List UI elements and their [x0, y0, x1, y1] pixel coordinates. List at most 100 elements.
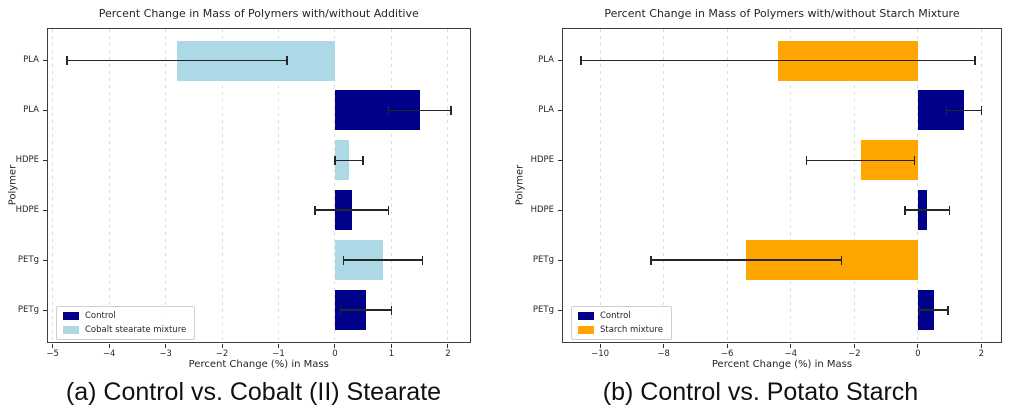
x-tick-label: −10 — [591, 349, 610, 359]
legend-entry: Control — [578, 311, 663, 321]
y-tick-label: PETg — [532, 254, 554, 265]
legend-entry: Starch mixture — [578, 325, 663, 335]
error-bar-line — [581, 59, 975, 62]
x-tick-mark — [278, 344, 279, 348]
y-tick-mark — [558, 109, 562, 111]
x-tick-label: −3 — [159, 349, 172, 359]
x-tick-label: −4 — [102, 349, 116, 359]
x-tick-mark — [221, 344, 223, 348]
x-tick-label: 0 — [332, 349, 338, 359]
y-tick-label: PLA — [538, 104, 554, 115]
y-tick-label: PLA — [538, 55, 554, 65]
legend-swatch — [63, 312, 79, 320]
error-bar-line — [806, 159, 915, 162]
gridline — [221, 28, 223, 342]
caption-a: (a) Control vs. Cobalt (II) Stearate — [65, 378, 442, 406]
y-tick-label: PETg — [532, 304, 554, 315]
y-tick-mark — [43, 159, 47, 161]
error-bar-cap — [387, 105, 390, 115]
error-bar-cap — [314, 205, 316, 215]
legend-swatch — [578, 312, 594, 320]
x-tick-label: −1 — [272, 349, 285, 359]
y-tick-mark — [558, 60, 562, 61]
x-tick-mark — [447, 344, 449, 348]
error-bar-line — [919, 309, 948, 311]
plot-area — [562, 27, 1002, 343]
error-bar-cap — [650, 255, 652, 265]
legend-entry: Control — [63, 311, 186, 321]
error-bar-line — [388, 109, 451, 112]
error-bar-cap — [286, 56, 288, 65]
gridline — [278, 28, 279, 342]
error-bar-cap — [947, 305, 949, 315]
gridline — [334, 28, 336, 342]
gridline — [853, 28, 855, 342]
x-tick-label: 2 — [445, 349, 451, 359]
y-tick-label: PLA — [23, 55, 39, 65]
y-tick-mark — [43, 259, 47, 261]
gridline — [390, 28, 392, 342]
legend-label: Starch mixture — [600, 325, 663, 335]
x-tick-label: −5 — [46, 349, 59, 359]
error-bar-line — [650, 259, 842, 261]
chart-potato-starch: Percent Change in Mass of Polymers with/… — [507, 0, 1014, 378]
error-bar-cap — [840, 255, 843, 265]
error-bar-line — [946, 109, 982, 112]
y-tick-label: HDPE — [530, 154, 554, 165]
y-tick-label: HDPE — [15, 204, 39, 215]
error-bar-cap — [449, 105, 452, 115]
gridline — [726, 28, 728, 342]
gridline — [165, 28, 167, 342]
error-bar-cap — [913, 155, 916, 165]
error-bar-line — [343, 259, 423, 261]
error-bar-cap — [339, 305, 342, 315]
legend: Control Starch mixture — [571, 306, 672, 340]
figure-panel-a: Percent Change in Mass of Polymers with/… — [0, 0, 507, 406]
y-tick-mark — [558, 159, 562, 161]
y-tick-mark — [43, 309, 47, 311]
gridline — [917, 28, 919, 342]
y-tick-mark — [43, 209, 47, 211]
figure-panel-b: Percent Change in Mass of Polymers with/… — [507, 0, 1014, 416]
legend-label: Control — [85, 311, 116, 321]
x-tick-label: −4 — [784, 349, 797, 359]
plot-area — [47, 27, 471, 343]
y-tick-mark — [43, 109, 47, 111]
gridline — [447, 28, 449, 342]
x-tick-label: −2 — [848, 349, 861, 359]
y-tick-mark — [558, 209, 562, 211]
caption-b: (b) Control vs. Potato Starch — [602, 378, 919, 406]
error-bar-line — [315, 209, 389, 211]
error-bar-cap — [980, 105, 983, 115]
x-tick-mark — [390, 344, 392, 348]
chart-title: Percent Change in Mass of Polymers with/… — [98, 7, 419, 20]
error-bar-cap — [918, 305, 921, 315]
legend-label: Control — [600, 311, 631, 321]
x-tick-mark — [334, 344, 336, 348]
error-bar-cap — [904, 205, 906, 215]
y-tick-mark — [43, 60, 47, 61]
y-tick-label: PETg — [17, 254, 39, 265]
y-axis-label: Polymer — [514, 165, 526, 206]
error-bar-cap — [421, 255, 424, 265]
error-bar-cap — [334, 155, 336, 165]
error-bar-cap — [805, 155, 808, 165]
error-bar-cap — [974, 56, 976, 65]
legend-swatch — [578, 326, 594, 334]
x-axis-label: Percent Change (%) in Mass — [188, 359, 329, 370]
legend: Control Cobalt stearate mixture — [56, 306, 196, 340]
error-bar-cap — [580, 56, 582, 65]
legend-swatch — [63, 326, 79, 334]
y-tick-mark — [558, 309, 562, 311]
chart-cobalt-stearate: Percent Change in Mass of Polymers with/… — [0, 0, 507, 378]
x-tick-label: 0 — [915, 349, 921, 359]
error-bar-line — [334, 159, 364, 162]
error-bar-cap — [387, 205, 390, 215]
error-bar-line — [340, 309, 392, 311]
error-bar-cap — [362, 155, 364, 165]
gridline — [108, 28, 110, 342]
gridline — [663, 28, 665, 342]
x-tick-label: 1 — [388, 349, 395, 359]
y-tick-label: HDPE — [530, 204, 554, 215]
